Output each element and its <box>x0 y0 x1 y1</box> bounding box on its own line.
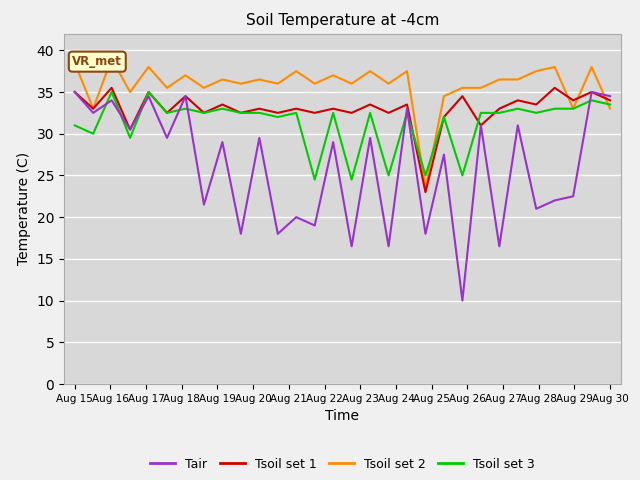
Y-axis label: Temperature (C): Temperature (C) <box>17 152 31 265</box>
Legend: Tair, Tsoil set 1, Tsoil set 2, Tsoil set 3: Tair, Tsoil set 1, Tsoil set 2, Tsoil se… <box>145 453 540 476</box>
Text: VR_met: VR_met <box>72 55 122 68</box>
Title: Soil Temperature at -4cm: Soil Temperature at -4cm <box>246 13 439 28</box>
X-axis label: Time: Time <box>325 409 360 423</box>
